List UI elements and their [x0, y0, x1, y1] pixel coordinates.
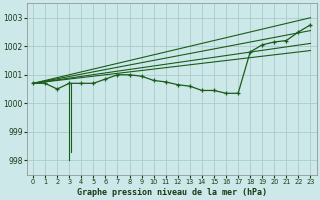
X-axis label: Graphe pression niveau de la mer (hPa): Graphe pression niveau de la mer (hPa) [77, 188, 267, 197]
